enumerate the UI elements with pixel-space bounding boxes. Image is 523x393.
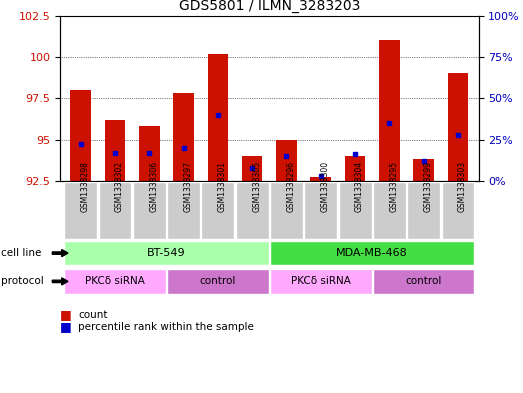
Bar — [373, 182, 406, 239]
Bar — [98, 182, 131, 239]
Text: ■: ■ — [60, 308, 72, 321]
Bar — [448, 73, 468, 181]
Text: GSM1338306: GSM1338306 — [149, 161, 158, 212]
Bar — [208, 54, 228, 181]
Text: protocol: protocol — [1, 276, 43, 286]
Text: GSM1338302: GSM1338302 — [115, 161, 124, 211]
Text: cell line: cell line — [1, 248, 41, 258]
Bar — [71, 90, 91, 181]
Bar — [441, 182, 474, 239]
Text: MDA-MB-468: MDA-MB-468 — [336, 248, 408, 257]
Bar — [64, 241, 269, 266]
Text: GSM1338297: GSM1338297 — [184, 161, 192, 211]
Bar — [64, 182, 97, 239]
Bar — [173, 93, 194, 181]
Bar — [242, 156, 263, 181]
Text: control: control — [200, 276, 236, 286]
Bar — [270, 269, 371, 294]
Bar — [201, 182, 234, 239]
Text: GSM1338303: GSM1338303 — [458, 161, 467, 212]
Text: GSM1338299: GSM1338299 — [424, 161, 433, 211]
Text: GSM1338305: GSM1338305 — [252, 161, 261, 212]
Text: count: count — [78, 310, 108, 320]
Text: GSM1338300: GSM1338300 — [321, 161, 330, 212]
Text: GSM1338304: GSM1338304 — [355, 161, 364, 212]
Bar — [270, 182, 303, 239]
Bar — [105, 120, 126, 181]
Text: ■: ■ — [60, 320, 72, 333]
Text: control: control — [405, 276, 442, 286]
Text: BT-549: BT-549 — [147, 248, 186, 257]
Bar — [167, 182, 200, 239]
Bar — [236, 182, 269, 239]
Bar — [64, 269, 166, 294]
Bar — [413, 159, 434, 181]
Bar — [133, 182, 166, 239]
Text: percentile rank within the sample: percentile rank within the sample — [78, 321, 254, 332]
Title: GDS5801 / ILMN_3283203: GDS5801 / ILMN_3283203 — [179, 0, 360, 13]
Text: PKCδ siRNA: PKCδ siRNA — [291, 276, 351, 286]
Bar — [139, 126, 160, 181]
Bar — [379, 40, 400, 181]
Bar — [373, 269, 474, 294]
Bar — [338, 182, 371, 239]
Text: GSM1338298: GSM1338298 — [81, 161, 90, 211]
Text: GSM1338295: GSM1338295 — [390, 161, 399, 211]
Text: GSM1338296: GSM1338296 — [287, 161, 295, 211]
Bar — [345, 156, 366, 181]
Bar — [276, 140, 297, 181]
Text: GSM1338301: GSM1338301 — [218, 161, 227, 211]
Bar — [167, 269, 269, 294]
Text: PKCδ siRNA: PKCδ siRNA — [85, 276, 145, 286]
Bar — [270, 241, 474, 266]
Bar — [407, 182, 440, 239]
Bar — [304, 182, 337, 239]
Bar — [311, 178, 331, 181]
